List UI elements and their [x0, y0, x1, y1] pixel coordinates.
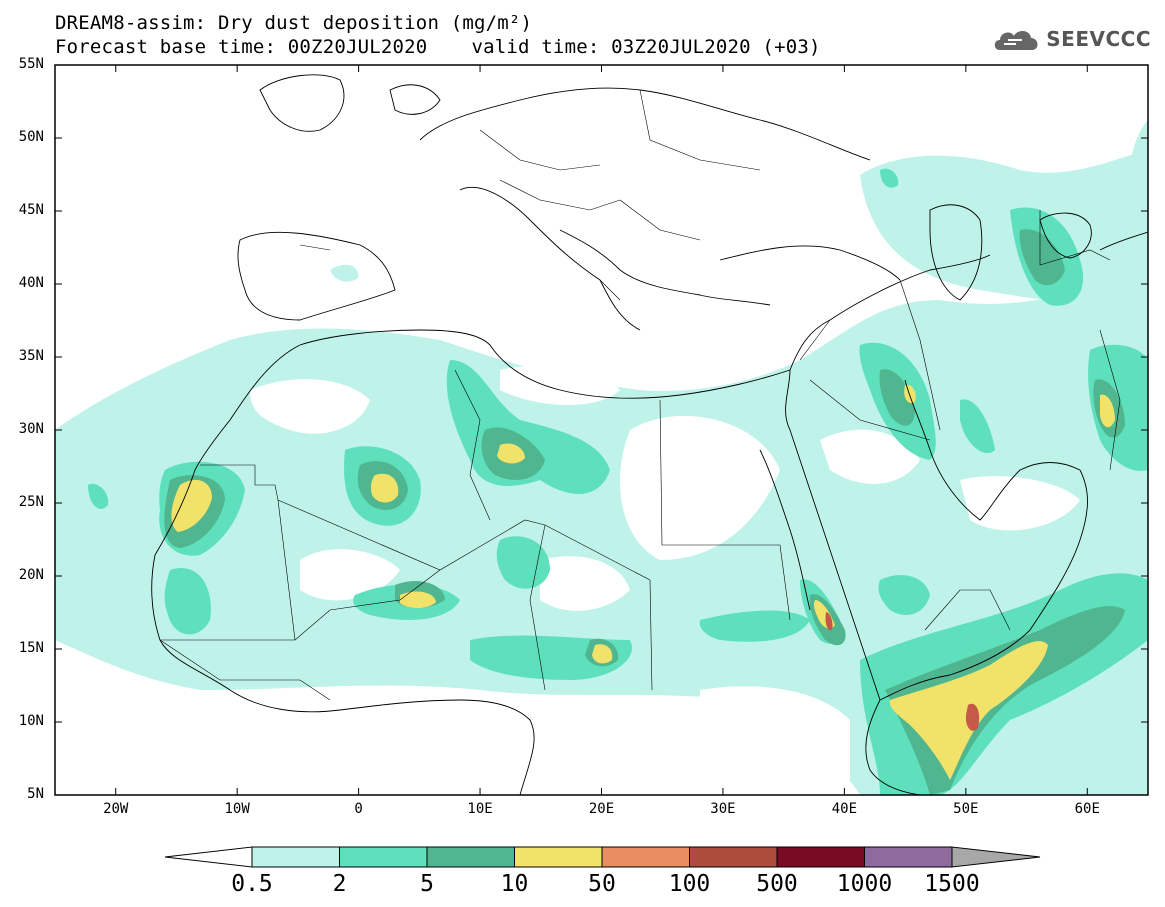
colorbar-label: 0.5 — [231, 871, 273, 897]
colorbar-low-arrow — [164, 846, 253, 868]
lon-label: 40E — [831, 801, 858, 817]
logo-text: SEEVCCC — [1046, 27, 1151, 51]
colorbar-segment — [251, 846, 340, 868]
cloud-icon — [995, 30, 1038, 50]
lon-label: 50E — [953, 801, 979, 817]
lon-label: 20E — [588, 801, 615, 817]
colorbar-label: 50 — [588, 871, 616, 897]
lon-label: 10W — [224, 801, 250, 817]
lat-label: 5N — [27, 786, 44, 802]
time-info: Forecast base time: 00Z20JUL2020 valid ti… — [55, 36, 821, 58]
colorbar — [164, 846, 1041, 868]
lat-label: 10N — [18, 713, 44, 729]
lon-label: 0 — [354, 801, 363, 817]
colorbar-label: 2 — [332, 871, 347, 897]
lon-label: 20W — [103, 801, 129, 817]
colorbar-label: 1500 — [924, 871, 980, 897]
lat-label: 30N — [18, 421, 44, 437]
lat-label: 50N — [18, 129, 44, 145]
dust-gap — [55, 366, 1080, 795]
lon-label: 30E — [710, 801, 736, 817]
colorbar-label: 10 — [500, 871, 529, 897]
lat-label: 55N — [18, 56, 44, 72]
lon-label: 60E — [1074, 801, 1100, 817]
colorbar-segment — [426, 846, 515, 868]
lat-label: 20N — [18, 567, 44, 583]
colorbar-segment — [339, 846, 428, 868]
map-title: DREAM8-assim: Dry dust deposition (mg/m²… — [55, 12, 533, 34]
colorbar-segment — [601, 846, 690, 868]
lat-label: 35N — [18, 348, 44, 364]
lon-label: 10E — [467, 801, 493, 817]
tick-marks — [55, 64, 1148, 796]
lat-label: 40N — [18, 275, 44, 291]
valid-time: valid time: 03Z20JUL2020 (+03) — [471, 36, 821, 58]
colorbar-segment — [689, 846, 778, 868]
colorbar-label: 5 — [420, 871, 434, 897]
dust-level-red — [825, 612, 980, 731]
lat-label: 45N — [18, 202, 44, 218]
base-time: Forecast base time: 00Z20JUL2020 — [55, 36, 428, 58]
borders — [159, 89, 1121, 701]
seevccc-logo: SEEVCCC — [992, 26, 1151, 52]
colorbar-segment — [776, 846, 865, 868]
lat-label: 15N — [18, 640, 44, 656]
colorbar-segment — [514, 846, 603, 868]
colorbar-label: 500 — [756, 871, 798, 897]
dust-field — [55, 120, 1148, 795]
colorbar-label: 1000 — [836, 871, 893, 897]
colorbar-label: 100 — [668, 871, 711, 897]
colorbar-segment — [864, 846, 953, 868]
lat-label: 25N — [18, 494, 44, 510]
colorbar-high-arrow — [951, 846, 1041, 868]
